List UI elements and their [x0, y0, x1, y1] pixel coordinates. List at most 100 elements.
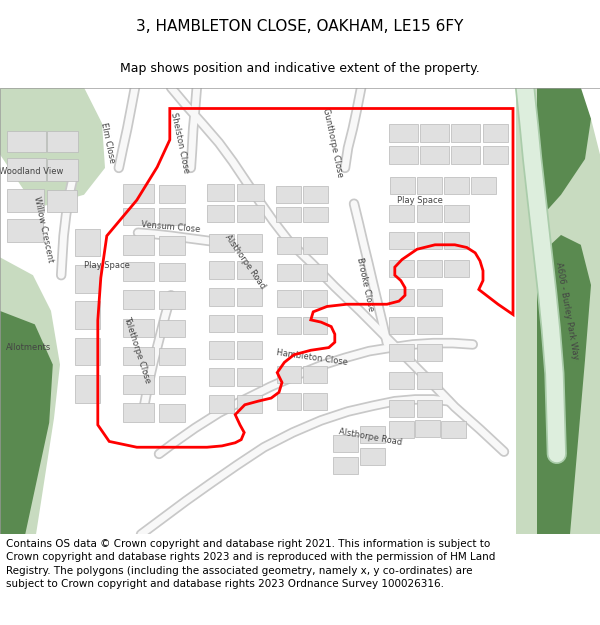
- Text: Elm Close: Elm Close: [99, 122, 117, 164]
- Bar: [237, 341, 262, 359]
- Bar: [159, 262, 185, 281]
- Bar: [420, 146, 449, 164]
- Polygon shape: [0, 88, 105, 208]
- Bar: [75, 375, 100, 402]
- Bar: [237, 234, 262, 252]
- Text: Tolethorpe Close: Tolethorpe Close: [122, 316, 152, 385]
- Bar: [441, 421, 466, 438]
- Polygon shape: [516, 88, 600, 534]
- Text: Vensum Close: Vensum Close: [141, 220, 201, 234]
- Bar: [389, 421, 414, 438]
- Bar: [389, 372, 414, 389]
- Bar: [389, 232, 414, 249]
- Bar: [276, 186, 301, 202]
- Bar: [451, 146, 480, 164]
- Polygon shape: [537, 88, 591, 221]
- Bar: [333, 457, 358, 474]
- Bar: [276, 207, 301, 222]
- Bar: [237, 314, 262, 332]
- Bar: [389, 124, 418, 142]
- Text: Allotments: Allotments: [6, 343, 52, 352]
- Text: Gunthorpe Close: Gunthorpe Close: [320, 107, 344, 179]
- Bar: [444, 206, 469, 222]
- Bar: [444, 177, 469, 194]
- Text: Alsthorpe Road: Alsthorpe Road: [338, 427, 403, 447]
- Bar: [237, 261, 262, 279]
- Bar: [209, 288, 234, 306]
- Bar: [333, 435, 358, 452]
- Bar: [75, 266, 100, 293]
- Bar: [277, 366, 301, 383]
- Bar: [444, 261, 469, 278]
- Text: Alsthorpe Road: Alsthorpe Road: [223, 233, 267, 291]
- Bar: [237, 368, 262, 386]
- Polygon shape: [0, 258, 60, 534]
- Bar: [159, 320, 185, 337]
- Bar: [389, 261, 414, 278]
- Bar: [389, 400, 414, 418]
- Bar: [209, 395, 234, 413]
- Bar: [123, 403, 154, 422]
- Text: A606 - Burley Park Way: A606 - Burley Park Way: [554, 261, 580, 361]
- Polygon shape: [0, 311, 53, 534]
- Bar: [277, 291, 301, 308]
- Bar: [207, 184, 234, 201]
- Bar: [389, 289, 414, 306]
- Bar: [389, 318, 414, 334]
- Bar: [237, 184, 264, 201]
- Bar: [417, 289, 442, 306]
- Bar: [123, 208, 154, 225]
- Bar: [303, 237, 327, 254]
- Bar: [159, 348, 185, 366]
- Bar: [209, 234, 234, 252]
- Text: Contains OS data © Crown copyright and database right 2021. This information is : Contains OS data © Crown copyright and d…: [6, 539, 496, 589]
- Bar: [277, 237, 301, 254]
- Bar: [303, 264, 327, 281]
- Bar: [159, 185, 185, 202]
- Bar: [277, 393, 301, 410]
- Bar: [417, 232, 442, 249]
- Bar: [303, 186, 328, 202]
- Bar: [209, 368, 234, 386]
- Bar: [420, 124, 449, 142]
- Bar: [123, 262, 154, 281]
- Bar: [123, 319, 154, 337]
- Bar: [417, 372, 442, 389]
- Bar: [417, 344, 442, 361]
- Bar: [303, 366, 327, 383]
- Bar: [417, 400, 442, 418]
- Text: Play Space: Play Space: [397, 196, 443, 204]
- Bar: [415, 420, 440, 437]
- Polygon shape: [537, 235, 591, 534]
- Text: 3, HAMBLETON CLOSE, OAKHAM, LE15 6FY: 3, HAMBLETON CLOSE, OAKHAM, LE15 6FY: [136, 19, 464, 34]
- Bar: [7, 158, 46, 181]
- Bar: [471, 177, 496, 194]
- Bar: [123, 375, 154, 394]
- Text: Play Space: Play Space: [84, 261, 130, 270]
- Bar: [360, 448, 385, 465]
- Bar: [390, 177, 415, 194]
- Bar: [303, 291, 327, 308]
- Bar: [159, 236, 185, 255]
- Bar: [7, 131, 46, 152]
- Bar: [277, 264, 301, 281]
- Bar: [75, 301, 100, 329]
- Bar: [75, 229, 100, 256]
- Bar: [207, 204, 234, 221]
- Bar: [159, 208, 185, 225]
- Text: Brooke Close: Brooke Close: [355, 256, 375, 312]
- Bar: [303, 207, 328, 222]
- Bar: [277, 318, 301, 334]
- Bar: [417, 177, 442, 194]
- Bar: [47, 131, 78, 152]
- Text: Shelston Close: Shelston Close: [169, 112, 191, 174]
- Bar: [483, 146, 508, 164]
- Bar: [417, 261, 442, 278]
- Bar: [47, 159, 78, 181]
- Bar: [237, 204, 264, 221]
- Bar: [123, 347, 154, 366]
- Bar: [209, 261, 234, 279]
- Bar: [75, 338, 100, 366]
- Bar: [47, 190, 77, 212]
- Bar: [123, 235, 154, 255]
